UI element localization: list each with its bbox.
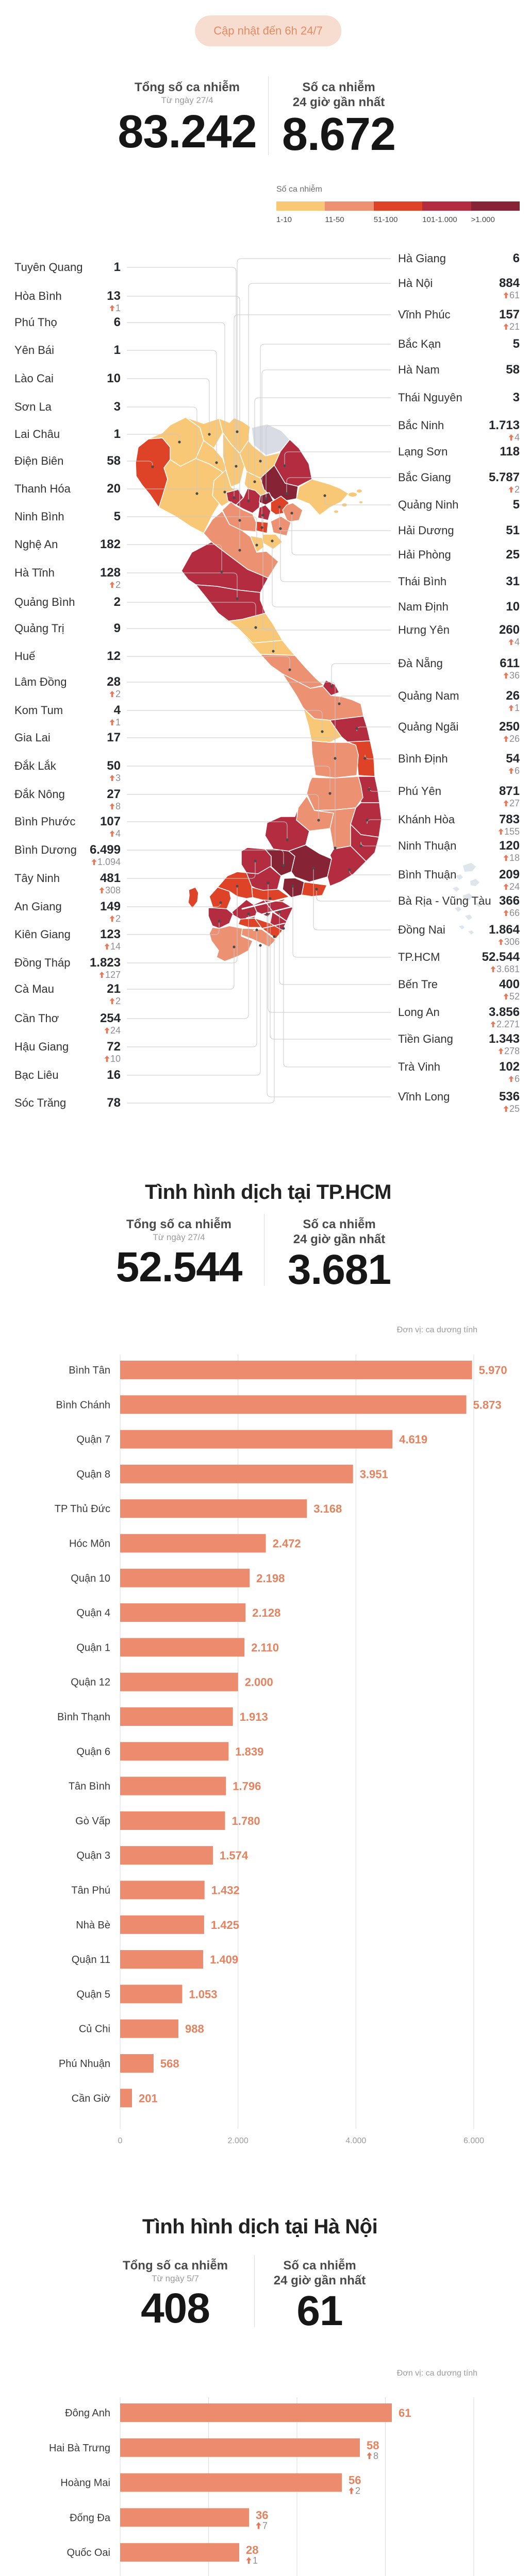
svg-text:Bình Thạnh: Bình Thạnh	[57, 1711, 110, 1723]
svg-text:1.839: 1.839	[235, 1745, 263, 1758]
svg-text:Quốc Oai: Quốc Oai	[67, 2547, 110, 2558]
svg-text:0: 0	[118, 2137, 123, 2145]
svg-text:2.128: 2.128	[252, 1606, 280, 1619]
svg-text:Quận 10: Quận 10	[71, 1573, 110, 1584]
svg-text:Quận 6: Quận 6	[76, 1746, 110, 1757]
svg-text:2.198: 2.198	[256, 1572, 285, 1585]
svg-text:Cần Giờ: Cần Giờ	[72, 2093, 110, 2104]
svg-text:Quận 7: Quận 7	[76, 1434, 110, 1446]
svg-text:1: 1	[253, 2555, 258, 2566]
svg-text:3.951: 3.951	[360, 1468, 388, 1481]
svg-text:Bình Tân: Bình Tân	[69, 1365, 110, 1376]
svg-text:Gò Vấp: Gò Vấp	[75, 1816, 110, 1827]
svg-text:2: 2	[355, 2486, 360, 2496]
svg-text:4.619: 4.619	[399, 1433, 427, 1446]
svg-text:Quận 3: Quận 3	[76, 1850, 110, 1861]
svg-text:2.000: 2.000	[228, 2137, 249, 2145]
svg-text:1.796: 1.796	[233, 1780, 261, 1793]
svg-text:1.053: 1.053	[189, 1988, 217, 2001]
svg-text:2.472: 2.472	[273, 1537, 301, 1550]
svg-text:36: 36	[256, 2509, 268, 2521]
svg-text:61: 61	[399, 2406, 411, 2419]
svg-text:Phú Nhuận: Phú Nhuận	[59, 2058, 110, 2070]
svg-text:28: 28	[246, 2544, 258, 2556]
svg-text:56: 56	[349, 2474, 361, 2487]
svg-text:7: 7	[262, 2520, 268, 2531]
svg-text:3.168: 3.168	[313, 1502, 342, 1515]
svg-text:Tân Bình: Tân Bình	[69, 1781, 110, 1792]
svg-text:Củ Chi: Củ Chi	[79, 2024, 110, 2035]
svg-text:Quận 5: Quận 5	[76, 1989, 110, 2000]
svg-text:2.110: 2.110	[251, 1641, 279, 1654]
svg-text:2.000: 2.000	[245, 1676, 273, 1689]
svg-text:568: 568	[160, 2057, 179, 2070]
svg-text:Quận 8: Quận 8	[76, 1469, 110, 1480]
svg-text:Hóc Môn: Hóc Môn	[69, 1538, 110, 1550]
svg-text:Bình Chánh: Bình Chánh	[56, 1399, 110, 1411]
svg-text:8: 8	[373, 2451, 378, 2461]
svg-text:Đống Đa: Đống Đa	[70, 2512, 111, 2523]
svg-text:201: 201	[139, 2092, 158, 2105]
svg-text:5.970: 5.970	[479, 1364, 507, 1377]
svg-text:1.409: 1.409	[210, 1953, 238, 1966]
svg-text:Quận 12: Quận 12	[71, 1677, 110, 1688]
svg-text:1.780: 1.780	[232, 1815, 260, 1827]
svg-text:Quận 4: Quận 4	[76, 1607, 110, 1619]
svg-text:Hoàng Mai: Hoàng Mai	[60, 2478, 110, 2489]
svg-text:Tân Phú: Tân Phú	[71, 1885, 110, 1896]
svg-text:4.000: 4.000	[345, 2137, 366, 2145]
svg-text:Hai Bà Trưng: Hai Bà Trưng	[49, 2443, 110, 2454]
svg-text:Nhà Bè: Nhà Bè	[76, 1920, 110, 1931]
svg-text:1.425: 1.425	[211, 1919, 239, 1931]
svg-text:Quận 1: Quận 1	[76, 1642, 110, 1653]
svg-text:1.574: 1.574	[220, 1849, 249, 1862]
svg-text:6.000: 6.000	[463, 2137, 484, 2145]
svg-text:TP Thủ Đức: TP Thủ Đức	[55, 1503, 110, 1515]
svg-text:5.873: 5.873	[473, 1398, 502, 1411]
svg-text:Đông Anh: Đông Anh	[65, 2408, 110, 2419]
svg-text:1.913: 1.913	[240, 1710, 268, 1723]
svg-text:1.432: 1.432	[211, 1884, 240, 1897]
svg-text:Quận 11: Quận 11	[72, 1954, 110, 1965]
svg-text:58: 58	[367, 2439, 379, 2452]
svg-text:988: 988	[185, 2023, 204, 2036]
